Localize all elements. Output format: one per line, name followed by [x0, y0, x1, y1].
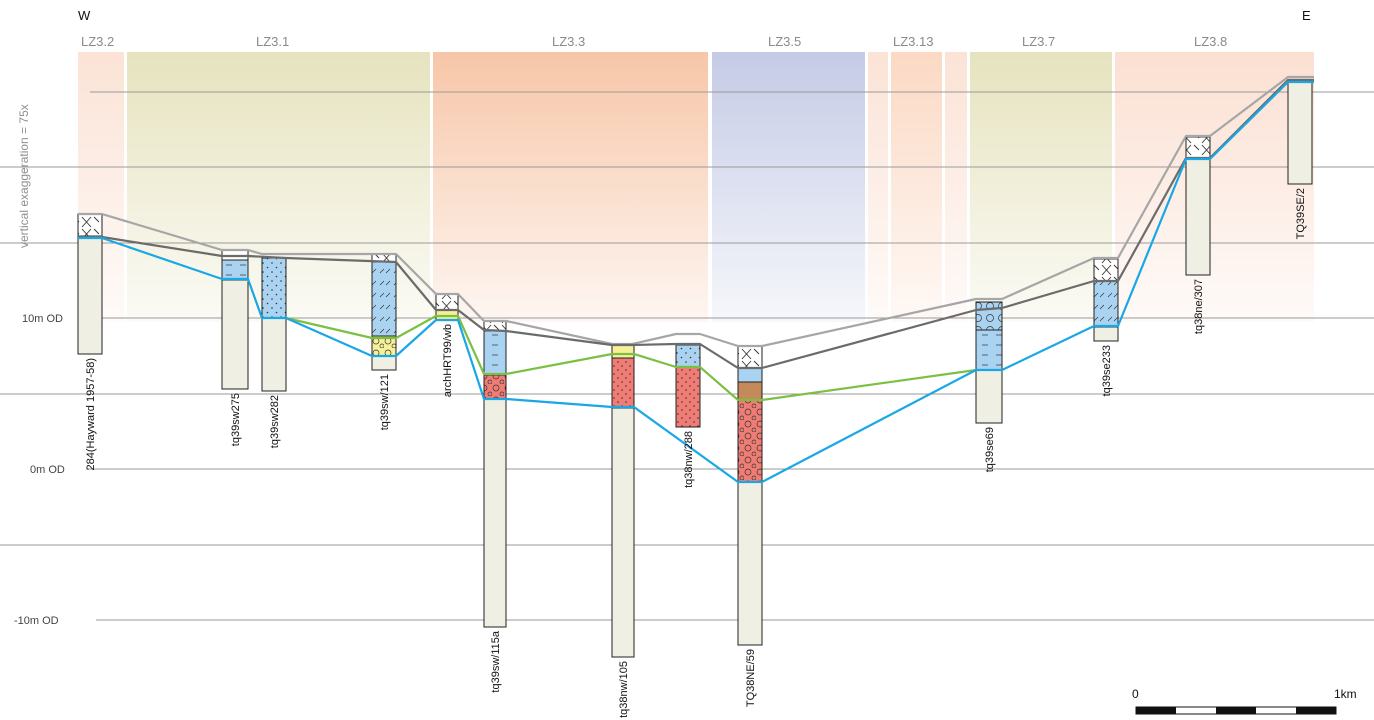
borehole-TQ38NE59[interactable]	[737, 345, 763, 646]
borehole-tq39sw121[interactable]	[371, 253, 397, 371]
zone-label-LZ3.1: LZ3.1	[256, 34, 289, 49]
borehole-label-tq38ne307: tq38ne/307	[1193, 279, 1205, 334]
borehole-tq39se233[interactable]	[1093, 258, 1119, 342]
elevation-label-0m: 0m OD	[30, 464, 65, 476]
elevation-label-10m: 10m OD	[22, 313, 63, 325]
made-ground-base-line	[78, 78, 1314, 370]
borehole-label-TQ39SE2: TQ39SE/2	[1295, 188, 1307, 239]
borehole-284[interactable]	[77, 213, 103, 355]
borehole-label-tq39sw275: tq39sw275	[230, 393, 242, 446]
borehole-label-tq39sw115a: tq39sw/115a	[490, 630, 502, 692]
borehole-label-TQ38NE59: TQ38NE/59	[745, 649, 757, 707]
borehole-tq38nw288[interactable]	[675, 344, 701, 428]
elevation-grid	[0, 91, 1374, 621]
borehole-tq39sw282[interactable]	[261, 257, 287, 392]
borehole-tq38nw105[interactable]	[611, 343, 635, 658]
borehole-labels: 284(Hayward 1957-58) tq39sw275 tq39sw282…	[85, 188, 1307, 718]
borehole-tq39sw275[interactable]	[221, 249, 249, 390]
borehole-label-tq39sw121: tq39sw/121	[379, 374, 391, 430]
borehole-tq39sw115a[interactable]	[483, 320, 507, 628]
borehole-label-archHRT99: archHRT99/wb	[442, 324, 454, 397]
zone-label-LZ3.2: LZ3.2	[81, 34, 114, 49]
zone-label-LZ3.8: LZ3.8	[1194, 34, 1227, 49]
alluvium-base-line	[285, 314, 977, 402]
direction-east: E	[1302, 8, 1311, 23]
zone-labels: LZ3.2 LZ3.1 LZ3.3 LZ3.5 LZ3.13 LZ3.7 LZ3…	[81, 34, 1227, 49]
borehole-label-tq39sw282: tq39sw282	[269, 395, 281, 448]
correlation-lines	[78, 75, 1314, 484]
borehole-label-tq38nw288: tq38nw/288	[683, 431, 695, 488]
vertical-exaggeration-note: vertical exaggeration = 75x	[17, 104, 31, 248]
direction-west: W	[78, 8, 91, 23]
borehole-label-284: 284(Hayward 1957-58)	[85, 358, 97, 471]
zone-label-LZ3.5: LZ3.5	[768, 34, 801, 49]
scale-bar-end-label: 1km	[1334, 687, 1357, 701]
elevation-label-minus10m: -10m OD	[14, 615, 59, 627]
boreholes	[77, 79, 1313, 658]
zone-label-LZ3.13: LZ3.13	[893, 34, 933, 49]
borehole-TQ39SE2[interactable]	[1287, 79, 1313, 185]
zone-label-LZ3.3: LZ3.3	[552, 34, 585, 49]
scale-bar: 0 1km	[1132, 687, 1357, 715]
borehole-tq39se69[interactable]	[975, 301, 1003, 424]
scale-bar-start-label: 0	[1132, 687, 1139, 701]
borehole-label-tq38nw105: tq38nw/105	[618, 661, 630, 718]
zone-label-LZ3.7: LZ3.7	[1022, 34, 1055, 49]
gravel-base-line	[78, 80, 1314, 484]
borehole-label-tq39se233: tq39se233	[1101, 345, 1113, 396]
borehole-label-tq39se69: tq39se69	[984, 427, 996, 472]
